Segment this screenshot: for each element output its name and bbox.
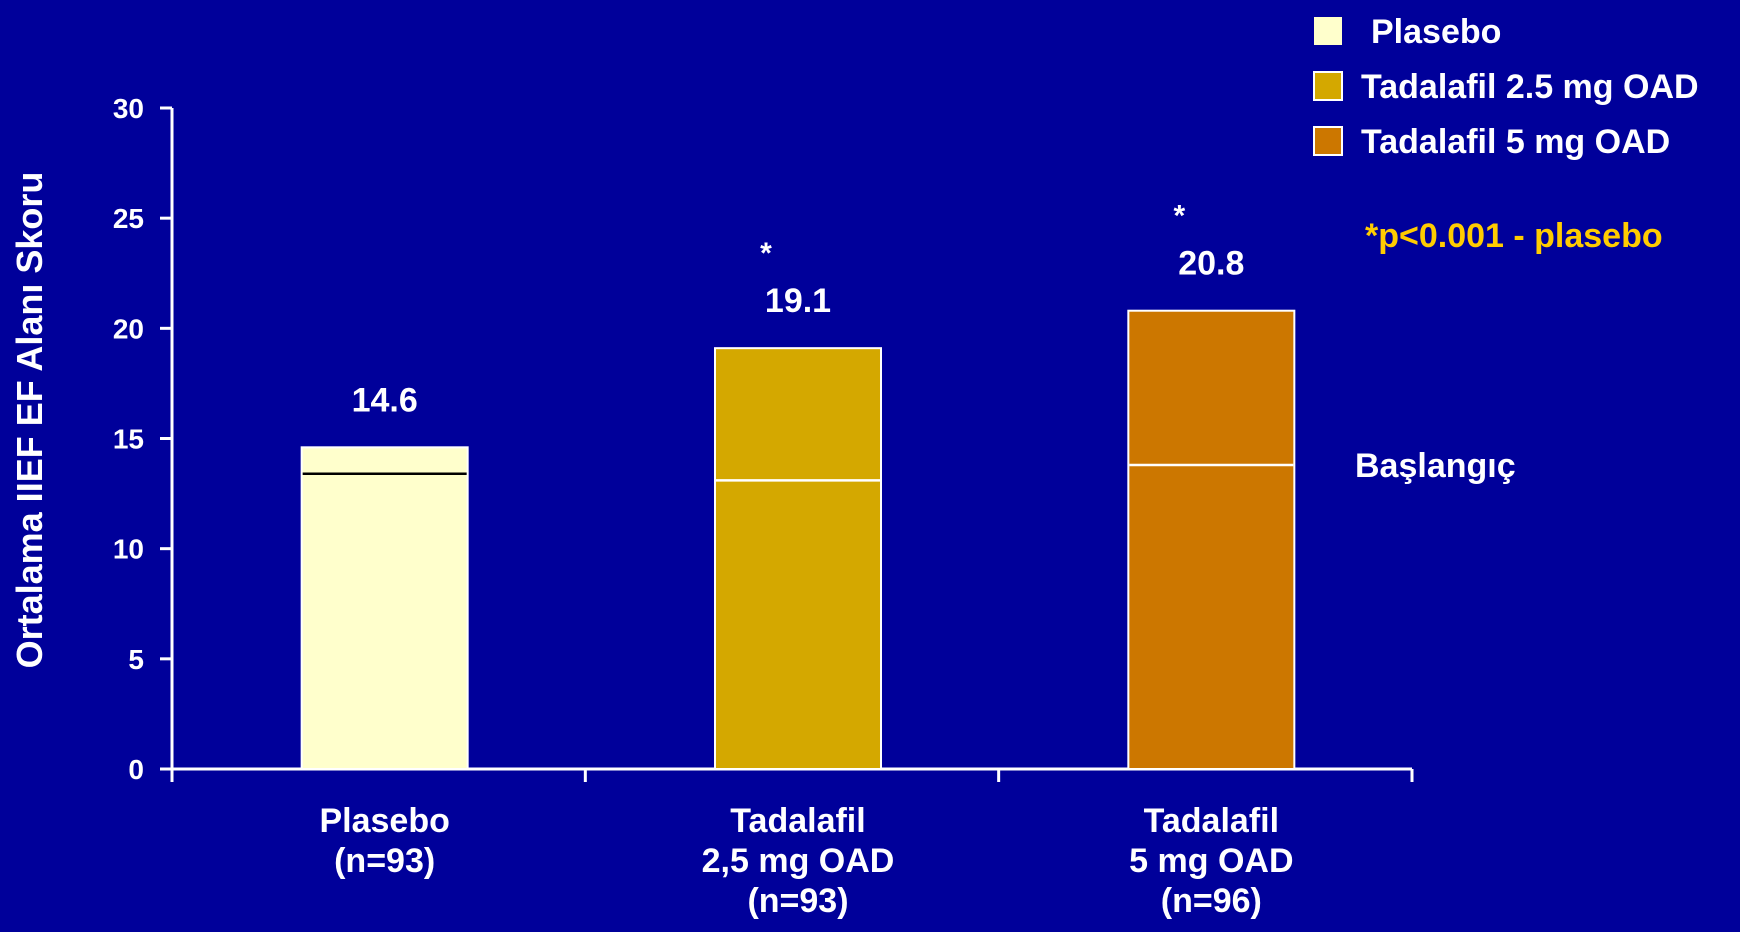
legend-swatch-3 [1313, 126, 1343, 156]
y-axis-label: Ortalama IIEF EF Alanı Skoru [9, 172, 50, 669]
category-label-3-line-1: Tadalafil [1144, 802, 1279, 840]
y-tick-label: 5 [128, 644, 144, 675]
y-tick-label: 20 [113, 313, 144, 344]
category-label-2-line-2: 2,5 mg OAD [702, 842, 895, 880]
category-label-2-line-1: Tadalafil [730, 802, 865, 840]
category-label-1-line-2: (n=93) [334, 842, 435, 880]
y-tick-label: 30 [113, 93, 144, 124]
category-label-2-line-3: (n=93) [747, 882, 848, 920]
y-tick-label: 0 [128, 754, 144, 785]
bar-2 [714, 347, 882, 770]
legend: Plasebo Tadalafil 2.5 mg OAD Tadalafil 5 m… [1313, 13, 1699, 161]
bars [300, 309, 1296, 770]
category-label-1-line-1: Plasebo [319, 802, 449, 840]
legend-swatch-1 [1314, 17, 1342, 45]
legend-swatch-2 [1313, 71, 1343, 101]
legend-label-3: Tadalafil 5 mg OAD [1361, 123, 1670, 161]
significance-note: *p<0.001 - plasebo [1365, 217, 1663, 255]
bar-1 [300, 446, 469, 770]
baseline-label: Başlangıç [1355, 447, 1516, 485]
bar-3 [1127, 309, 1296, 770]
legend-label-1: Plasebo [1371, 13, 1501, 51]
y-tick-label: 15 [113, 424, 144, 455]
legend-label-2: Tadalafil 2.5 mg OAD [1361, 68, 1699, 106]
category-label-3-line-3: (n=96) [1161, 882, 1262, 920]
y-tick-label: 10 [113, 534, 144, 565]
value-label-3: 20.8 [1178, 245, 1244, 283]
category-label-3-line-2: 5 mg OAD [1129, 842, 1293, 880]
significance-mark-2: * [760, 237, 772, 270]
significance-mark-3: * [1173, 200, 1185, 233]
value-label-1: 14.6 [352, 381, 418, 419]
value-label-2: 19.1 [765, 282, 831, 320]
y-tick-label: 25 [113, 203, 144, 234]
